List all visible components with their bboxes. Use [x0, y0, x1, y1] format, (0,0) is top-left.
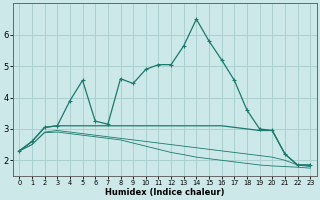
X-axis label: Humidex (Indice chaleur): Humidex (Indice chaleur): [105, 188, 225, 197]
